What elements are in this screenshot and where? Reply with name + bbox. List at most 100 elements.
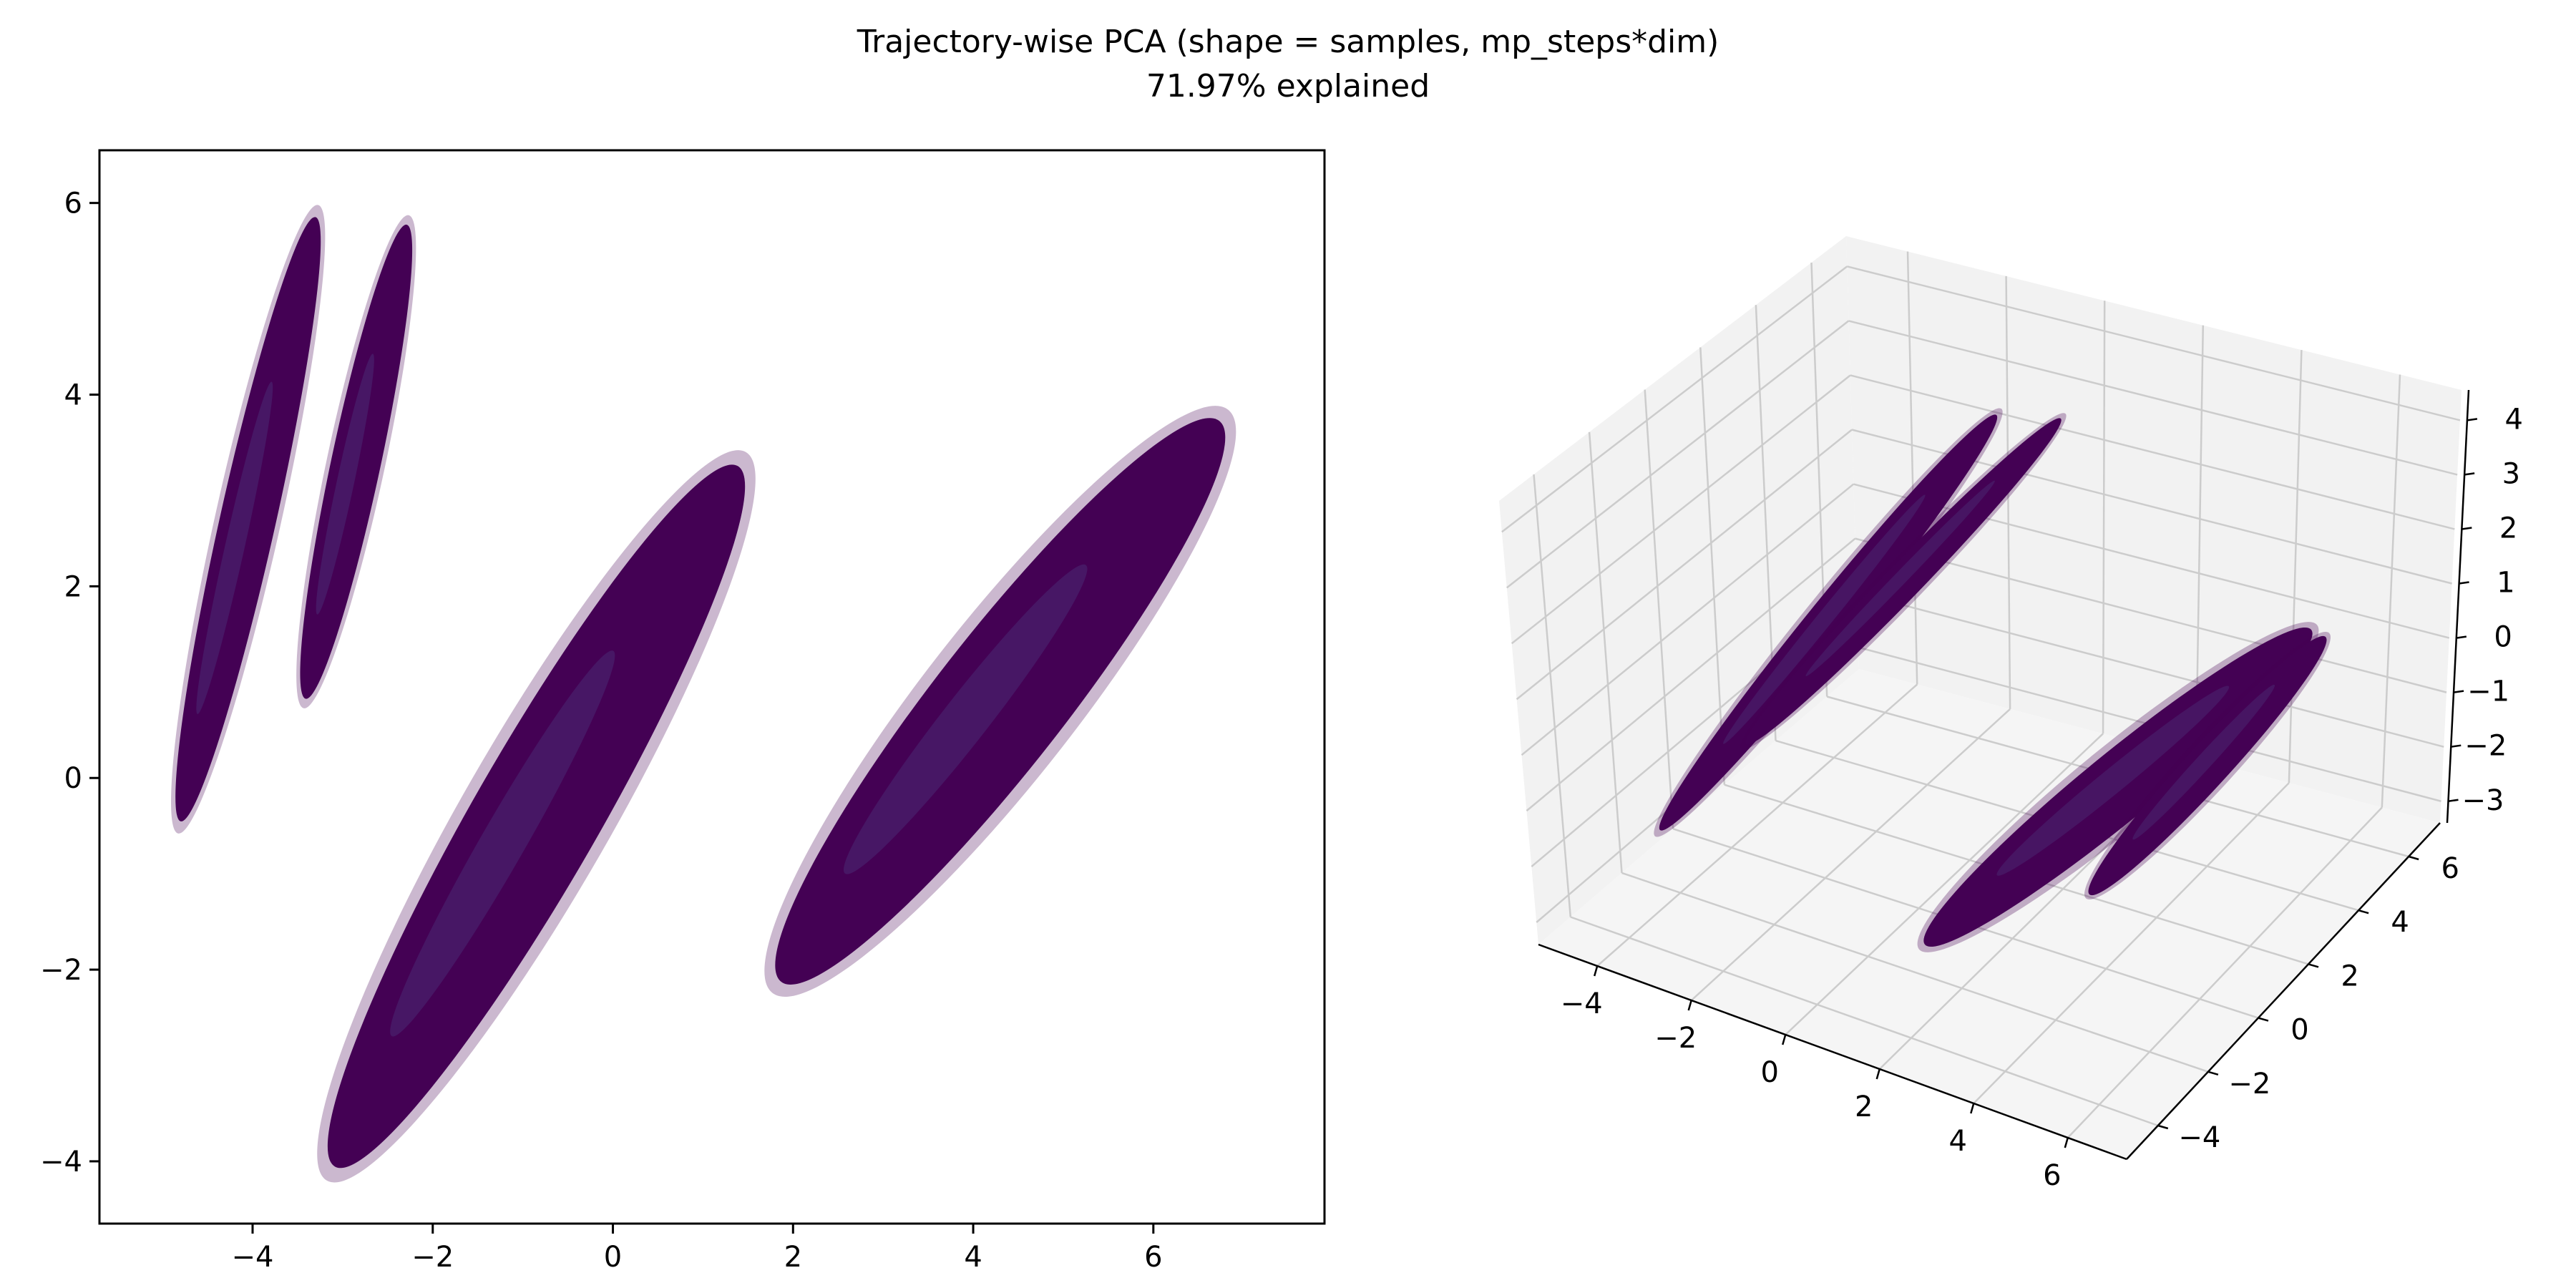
y-tick-label: 2: [2341, 960, 2358, 992]
x-tick: −2: [411, 1224, 454, 1274]
gridline: [1855, 537, 2447, 693]
y-tick-label: 0: [2290, 1014, 2308, 1047]
z-tick-label: 3: [2502, 457, 2520, 490]
y-tick-label: −2: [40, 954, 82, 987]
point-cluster-3d-3: [1917, 622, 2319, 952]
scatter-2d-points: [171, 205, 1236, 1183]
gridline: [1644, 389, 1674, 829]
z-tick-mark: [2448, 799, 2459, 802]
figure-subtitle: 71.97% explained: [1146, 68, 1430, 104]
x-tick-label: −2: [411, 1241, 454, 1274]
z-tick-mark: [2451, 744, 2462, 748]
gridline: [1856, 592, 2444, 748]
x-tick-label: 0: [604, 1241, 622, 1274]
y-tick: −2: [40, 954, 99, 987]
x-tick-label: −2: [1654, 1022, 1697, 1055]
y-tick: 0: [64, 762, 99, 795]
scatter-3d-points: [1654, 408, 2331, 952]
gridline: [1848, 320, 2458, 476]
x-tick-label: 4: [1949, 1125, 1967, 1158]
y-tick-label: 6: [2441, 852, 2459, 885]
point-cluster-2: [296, 215, 416, 708]
x-tick: 2: [784, 1224, 802, 1274]
x-tick: 4: [964, 1224, 982, 1274]
x-tick-label: −4: [232, 1241, 274, 1274]
y-tick-mark: [2358, 909, 2369, 914]
gridline: [1521, 483, 1855, 756]
y-tick-mark: [2207, 1070, 2219, 1076]
3d-panes: [1499, 236, 2462, 1159]
gridline: [1699, 347, 1726, 785]
gridline: [2102, 301, 2106, 734]
gridline: [1516, 429, 1853, 701]
y-tick-mark: [2157, 1124, 2169, 1130]
gridline: [1690, 708, 2011, 1001]
point-cluster-3d-4: [2084, 632, 2331, 899]
y-tick-label: −4: [40, 1146, 82, 1179]
x-tick-label: 2: [784, 1241, 802, 1274]
y-tick-mark: [2308, 963, 2319, 968]
pane: [1499, 236, 1859, 945]
gridline: [1621, 872, 2209, 1073]
gridline: [1526, 537, 1856, 812]
x-tick-mark: [1593, 965, 1599, 977]
gridline: [1973, 782, 2290, 1104]
z-tick-mark: [2467, 418, 2478, 421]
y-tick-label: 4: [64, 379, 82, 412]
y-tick: 6: [64, 187, 99, 220]
z-tick-mark: [2453, 690, 2464, 693]
z-tick-mark: [2464, 472, 2475, 476]
y-tick: −4: [40, 1146, 99, 1179]
point-cluster-1: [171, 205, 326, 834]
gridline: [1501, 265, 1848, 533]
gridline: [1846, 265, 2461, 421]
y-tick-label: −2: [2228, 1068, 2270, 1101]
z-tick-label: 4: [2504, 403, 2522, 436]
point-cluster-4: [764, 406, 1236, 997]
x-tick-mark: [1782, 1034, 1787, 1045]
figure-title-block: Trajectory-wise PCA (shape = samples, mp…: [0, 20, 2576, 109]
z-tick-label: −1: [2467, 675, 2509, 708]
gridline: [1533, 474, 1572, 917]
z-axis-line: [2446, 389, 2470, 824]
x-axis-ticks: −4 −2 0 2 4 6: [232, 1224, 1163, 1274]
gridline: [1850, 374, 2455, 530]
x-tick-label: −4: [1561, 987, 1603, 1020]
axes-frame: [98, 149, 1326, 1225]
z-tick-label: 2: [2499, 512, 2517, 545]
figure-title: Trajectory-wise PCA (shape = samples, mp…: [857, 24, 1719, 60]
z-tick-label: −3: [2462, 784, 2504, 817]
gridline: [1906, 251, 1918, 685]
x-tick-label: 2: [1855, 1091, 1873, 1123]
z-tick-mark: [2462, 527, 2472, 530]
x-tick-label: 6: [1144, 1241, 1162, 1274]
scatter-2d-axes: −4 −2 0 2 4 6 −4 −2 0 2 4 6: [40, 149, 1326, 1274]
gridline: [2288, 350, 2303, 784]
y-tick-label: 6: [64, 187, 82, 220]
x-tick-label: 4: [964, 1241, 982, 1274]
cluster-core: [196, 381, 273, 714]
z-tick-label: −2: [2464, 730, 2507, 763]
z-tick-mark: [2456, 635, 2467, 639]
gridline: [1511, 374, 1851, 645]
y-axis-ticks: −4 −2 0 2 4 6: [40, 187, 99, 1179]
y-tick-label: 2: [64, 570, 82, 603]
point-cluster-3d-1: [1654, 408, 2003, 837]
x-tick-label: 0: [1761, 1056, 1779, 1089]
y-tick-label: 4: [2391, 906, 2409, 939]
x-tick: 0: [604, 1224, 622, 1274]
cluster-core: [843, 564, 1088, 874]
x-tick-label: 6: [2043, 1159, 2061, 1192]
gridline: [1596, 683, 1918, 967]
x-tick: 6: [1144, 1224, 1163, 1274]
gridline: [1588, 431, 1623, 873]
y-tick: 4: [64, 379, 99, 412]
z-tick-label: 0: [2494, 621, 2512, 654]
cluster-core: [390, 650, 615, 1037]
y-tick-mark: [2258, 1017, 2269, 1022]
z-tick-mark: [2459, 581, 2469, 585]
x-tick-mark: [2064, 1137, 2069, 1148]
